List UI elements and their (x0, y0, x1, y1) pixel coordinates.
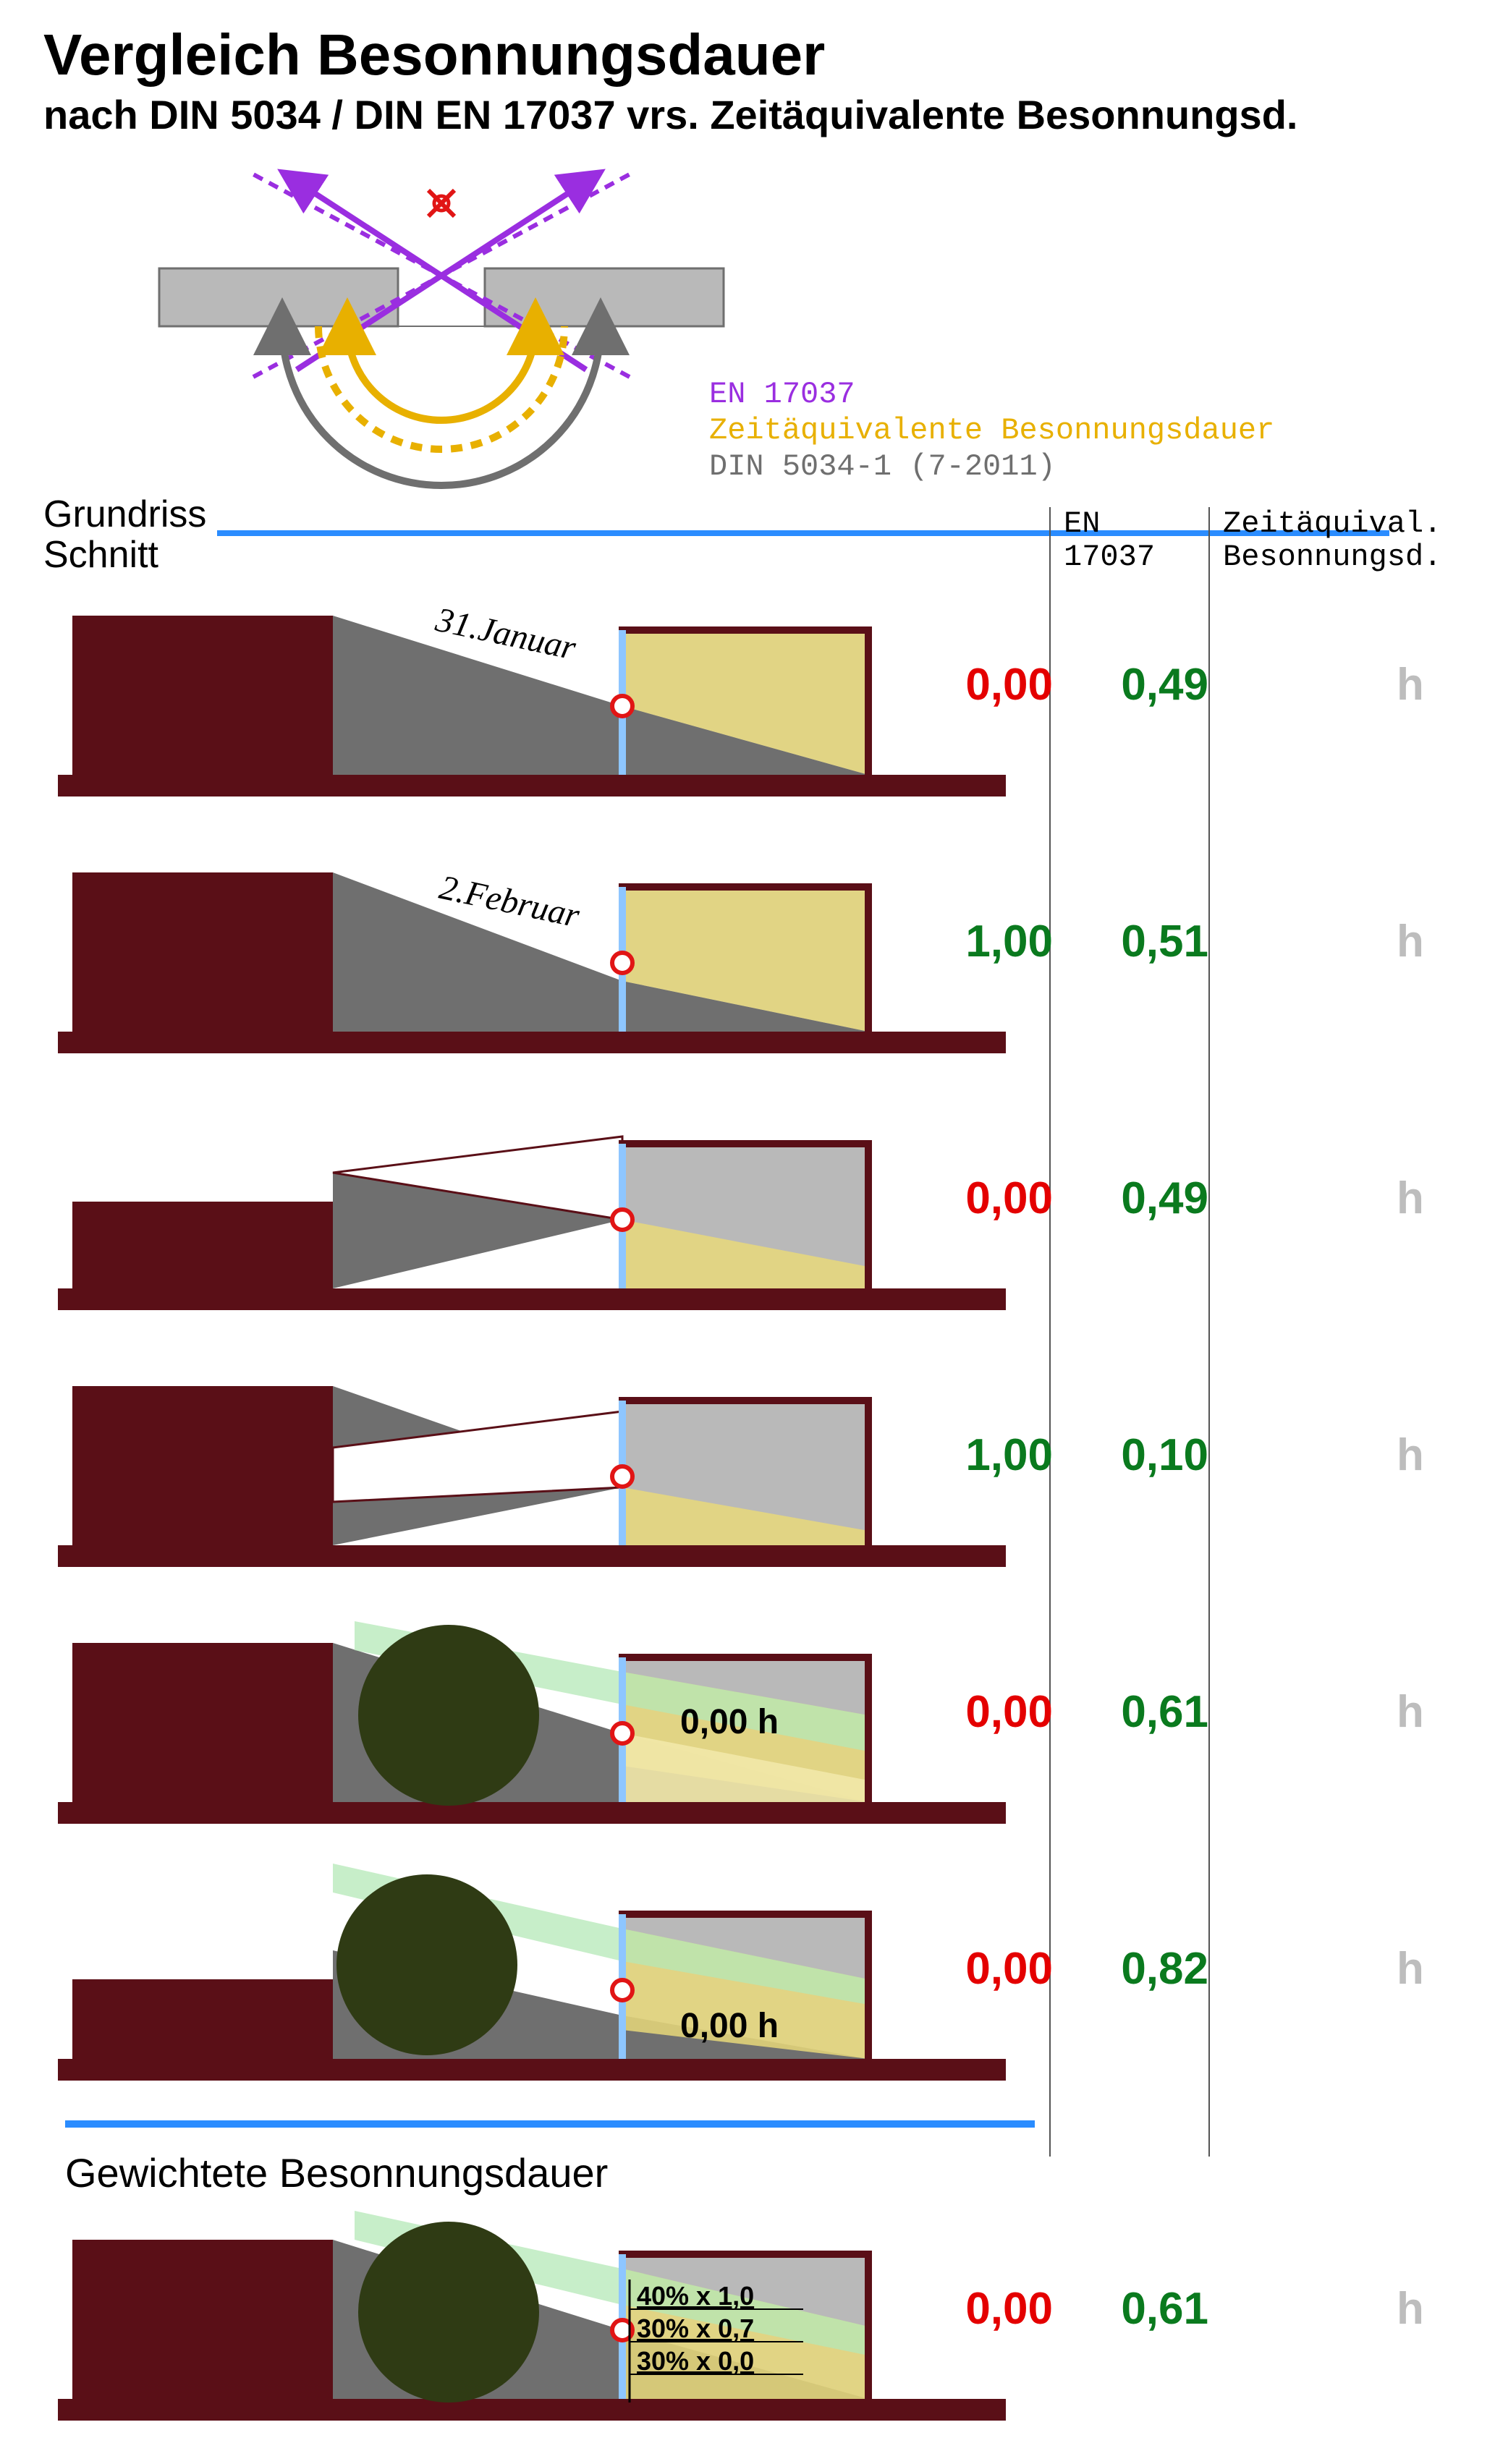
section-diagram (43, 1350, 1020, 1567)
legend-label-din: DIN 5034-1 (7-2011) (709, 449, 1056, 484)
unit-label: h (1397, 1173, 1424, 1224)
section-diagram: 2.Februar (43, 836, 1020, 1053)
weighted-section-row: 40% x 1,0 30% x 0,7 30% x 0,0 0,00 0,61 h (43, 2204, 1466, 2421)
weighted-value-zeit: 0,61 (1064, 2283, 1208, 2335)
value-en17037: 0,00 (908, 659, 1053, 710)
value-zeitaequiv: 0,49 (1064, 1173, 1208, 1224)
unit-label: h (1397, 1686, 1424, 1738)
column-header-zeitaequiv: Zeitäquival.Besonnungsd. (1223, 507, 1441, 574)
unit-label: h (1397, 1429, 1424, 1481)
section-diagram: 31.Januar (43, 579, 1020, 796)
unit-label: h (1397, 1943, 1424, 1994)
label-schnitt: Schnitt (43, 533, 158, 577)
value-zeitaequiv: 0,49 (1064, 659, 1208, 710)
section-diagram (43, 1093, 1020, 1310)
svg-text:0,00 h: 0,00 h (680, 1703, 779, 1741)
unit-label: h (1397, 916, 1424, 967)
value-en17037: 1,00 (908, 1429, 1053, 1481)
legend-label-en: EN 17037 (709, 377, 855, 412)
legend-label-zeit: Zeitäquivalente Besonnungsdauer (709, 413, 1274, 448)
section-row: 1,000,10 h (43, 1350, 1466, 1567)
page-subtitle: nach DIN 5034 / DIN EN 17037 vrs. Zeitäq… (43, 91, 1466, 138)
weighted-value-en: 0,00 (908, 2283, 1053, 2335)
unit-label: h (1397, 659, 1424, 710)
column-header-en17037: EN17037 (1064, 507, 1155, 574)
value-zeitaequiv: 0,61 (1064, 1686, 1208, 1738)
weighted-unit: h (1397, 2283, 1424, 2335)
value-zeitaequiv: 0,10 (1064, 1429, 1208, 1481)
section-row: 0,00 h 0,000,82 h (43, 1864, 1466, 2081)
section-diagram: 0,00 h (43, 1607, 1020, 1824)
section-row: 0,00 h 0,000,61 h (43, 1607, 1466, 1824)
weighted-section-diagram: 40% x 1,0 30% x 0,7 30% x 0,0 (43, 2204, 1020, 2421)
value-en17037: 0,00 (908, 1173, 1053, 1224)
section-row: 0,000,49 h (43, 1093, 1466, 1310)
value-en17037: 1,00 (908, 916, 1053, 967)
section-row: 31.Januar0,000,49 h (43, 579, 1466, 796)
divider-blue-bottom (65, 2120, 1035, 2128)
svg-text:30% x 0,7: 30% x 0,7 (637, 2314, 754, 2343)
divider-blue-top (217, 530, 1389, 536)
label-grundriss: Grundriss (43, 493, 206, 536)
section-diagram: 0,00 h (43, 1864, 1020, 2081)
svg-text:0,00 h: 0,00 h (680, 2007, 779, 2045)
page-title: Vergleich Besonnungsdauer (43, 22, 1466, 88)
column-header-row: Grundriss Schnitt EN17037 Zeitäquival.Be… (43, 493, 1466, 579)
value-en17037: 0,00 (908, 1943, 1053, 1994)
legend-diagram: EN 17037 Zeitäquivalente Besonnungsdauer… (43, 160, 1466, 493)
value-en17037: 0,00 (908, 1686, 1053, 1738)
svg-text:30% x 0,0: 30% x 0,0 (637, 2346, 754, 2376)
value-zeitaequiv: 0,82 (1064, 1943, 1208, 1994)
section-row: 2.Februar1,000,51 h (43, 836, 1466, 1053)
svg-text:40% x 1,0: 40% x 1,0 (637, 2281, 754, 2311)
value-zeitaequiv: 0,51 (1064, 916, 1208, 967)
weighted-title: Gewichtete Besonnungsdauer (65, 2149, 1466, 2196)
